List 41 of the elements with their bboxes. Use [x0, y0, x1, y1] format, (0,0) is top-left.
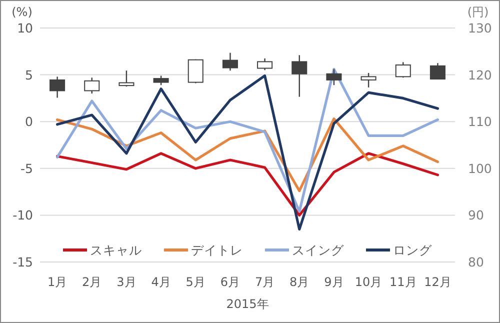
x-tick-label: 8月: [290, 275, 310, 289]
y2-tick-label: 90: [468, 208, 484, 223]
x-tick-label: 3月: [116, 275, 136, 289]
y-tick-label: 5: [25, 67, 33, 82]
candlestick: [360, 72, 376, 88]
x-tick-label: 4月: [151, 275, 171, 289]
x-tick-label: 10月: [354, 275, 382, 289]
legend-label: ロング: [393, 242, 433, 258]
x-tick-label: 7月: [254, 275, 275, 289]
candlestick: [50, 76, 66, 98]
x-tick-label: 11月: [389, 275, 417, 289]
y2-axis-title: (円): [467, 5, 489, 19]
y2-tick-label: 80: [468, 254, 484, 270]
candlestick: [430, 62, 446, 80]
x-tick-label: 2月: [82, 275, 102, 289]
x-tick-label: 5月: [186, 275, 206, 289]
x-axis-title: 2015年: [226, 297, 269, 311]
legend-label: スキャル: [90, 242, 142, 258]
y2-tick-label: 110: [468, 114, 492, 130]
x-tick-label: 12月: [424, 275, 452, 289]
y2-tick-label: 100: [468, 160, 492, 176]
y-tick-label: -5: [20, 160, 33, 176]
legend-label: デイトレ: [191, 242, 243, 258]
candlestick: [326, 68, 342, 86]
y-tick-label: 0: [25, 114, 34, 130]
y2-tick-label: 130: [468, 20, 492, 36]
y-tick-label: 10: [17, 20, 34, 36]
candlestick: [222, 52, 238, 72]
x-tick-label: 6月: [220, 275, 240, 289]
candlestick: [118, 70, 134, 88]
legend-label: スイング: [292, 242, 345, 258]
y-axis-title: (%): [12, 5, 32, 19]
x-tick-label: 1月: [47, 275, 68, 289]
candlestick: [84, 77, 100, 94]
x-tick-label: 9月: [324, 275, 344, 289]
candlestick: [292, 54, 308, 98]
y-tick-label: -10: [12, 208, 34, 223]
y2-tick-label: 120: [468, 67, 492, 82]
candlestick: [257, 58, 273, 71]
y-tick-label: -15: [12, 254, 33, 270]
candlestick: [395, 62, 411, 78]
